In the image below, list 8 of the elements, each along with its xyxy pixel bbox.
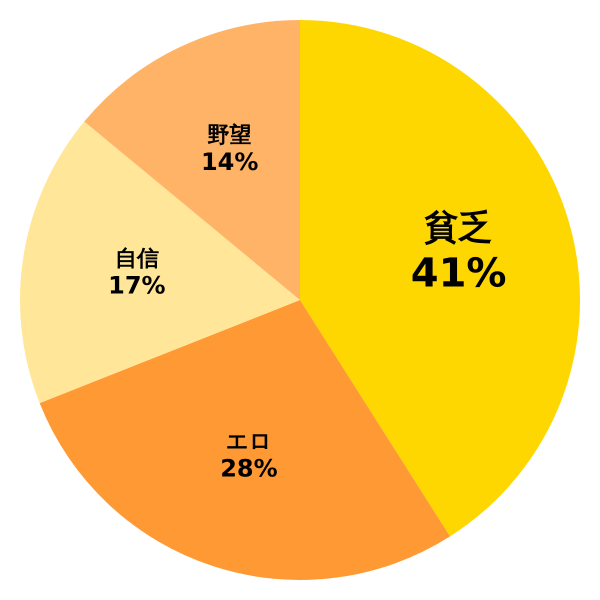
slice-label: 貧乏 [424,208,493,248]
data-label: 28% [220,454,278,483]
data-label: 17% [108,272,166,300]
slice-label: 自信 [114,246,159,272]
data-label: 14% [200,148,258,176]
slice-label: 野望 [208,122,252,148]
slice-label: エロ [226,429,272,454]
data-label: 41% [410,250,507,296]
